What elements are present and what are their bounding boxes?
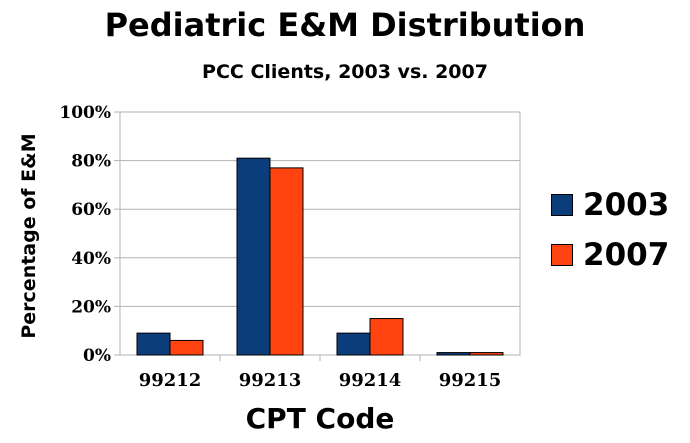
- x-axis-label: CPT Code: [245, 402, 395, 435]
- legend-swatch-2007: [551, 244, 573, 266]
- bar-2003-99214: [336, 332, 371, 356]
- y-tick-label: 80%: [71, 152, 111, 172]
- x-tick-label: 99215: [439, 370, 502, 391]
- legend-label-2007: 2007: [583, 237, 670, 273]
- legend: 2003 2007: [551, 180, 669, 280]
- y-tick-label: 40%: [71, 249, 111, 269]
- chart-subtitle: PCC Clients, 2003 vs. 2007: [202, 61, 488, 83]
- bar-2007-99214: [369, 318, 404, 356]
- bar-2003-99213: [236, 157, 271, 356]
- y-tick-label: 60%: [71, 200, 111, 220]
- y-tick-label: 20%: [71, 297, 111, 317]
- bar-2007-99213: [269, 167, 304, 356]
- plot-area: [119, 111, 521, 356]
- legend-item-2003: 2003: [551, 180, 669, 230]
- x-tick-label: 99214: [339, 370, 402, 391]
- x-tick-label: 99213: [239, 370, 302, 391]
- bar-2003-99215: [436, 352, 471, 356]
- x-tick-label: 99212: [139, 370, 202, 391]
- y-tick-label: 100%: [59, 103, 111, 123]
- bar-2003-99212: [136, 332, 171, 356]
- legend-label-2003: 2003: [583, 187, 670, 223]
- chart-title: Pediatric E&M Distribution: [104, 6, 586, 44]
- y-tick-label: 0%: [83, 346, 111, 366]
- bar-2007-99215: [469, 352, 504, 356]
- legend-swatch-2003: [551, 194, 573, 216]
- bar-2007-99212: [169, 339, 204, 356]
- legend-item-2007: 2007: [551, 230, 669, 280]
